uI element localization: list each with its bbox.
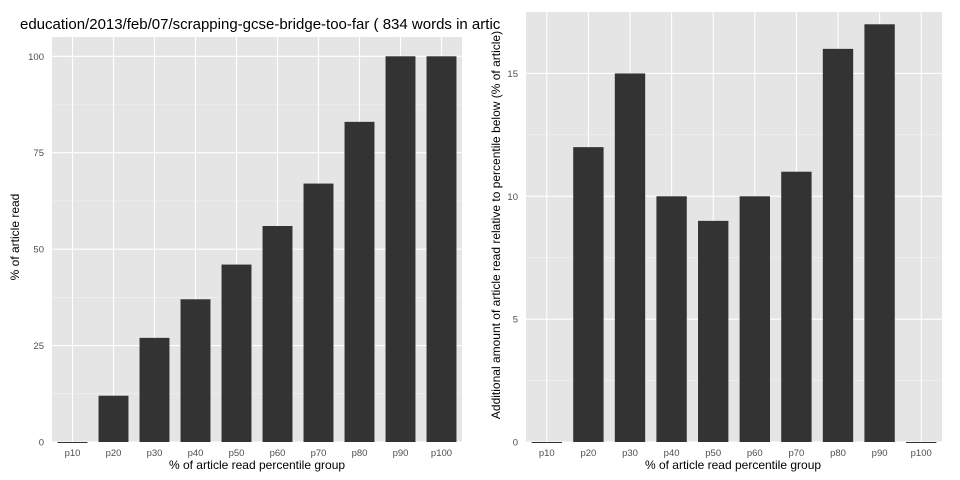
x-tick-label: p20 (580, 448, 596, 459)
bar (385, 56, 416, 443)
y-tick-label: 50 (33, 245, 44, 256)
bar (864, 24, 895, 443)
y-axis-title: % of article read (8, 194, 22, 281)
y-tick-label: 15 (507, 69, 518, 80)
chart-title: education/2013/feb/07/scrapping-gcse-bri… (20, 16, 501, 33)
x-tick-label: p30 (622, 448, 638, 459)
x-tick-label: p60 (747, 448, 763, 459)
x-tick-label: p100 (431, 448, 452, 459)
x-tick-label: p80 (352, 448, 368, 459)
plot-area: 0 5 10 15 p10 p20 p30 p40 p50 p60 p70 p80 p90 p100 (507, 12, 942, 459)
bar (303, 183, 334, 443)
y-axis-title: Additional amount of article read relati… (489, 31, 503, 419)
bar (781, 171, 812, 442)
x-axis-title: % of article read percentile group (169, 458, 345, 472)
bar (221, 264, 252, 442)
bar (822, 48, 854, 442)
x-tick-label: p40 (188, 448, 204, 459)
x-tick-label: p20 (106, 448, 122, 459)
x-tick-label: p70 (788, 448, 804, 459)
bar (139, 337, 170, 442)
y-tick-label: 10 (507, 192, 518, 203)
x-tick-label: p10 (539, 448, 555, 459)
y-tick-label: 0 (39, 438, 44, 449)
y-tick-label: 0 (513, 438, 518, 449)
bar (57, 442, 88, 443)
bar (906, 442, 937, 443)
x-tick-label: p50 (229, 448, 245, 459)
bar (344, 121, 375, 442)
x-tick-label: p70 (311, 448, 327, 459)
bar (262, 226, 293, 442)
y-tick-label: 100 (28, 52, 44, 63)
x-tick-label: p60 (270, 448, 286, 459)
x-axis-title: % of article read percentile group (645, 458, 821, 472)
x-tick-label: p10 (65, 448, 81, 459)
x-tick-label: p90 (393, 448, 409, 459)
y-tick-label: 25 (33, 341, 44, 352)
bar (531, 442, 562, 443)
bar (98, 395, 129, 442)
bar (426, 56, 457, 443)
x-tick-label: p80 (830, 448, 846, 459)
bar (739, 196, 770, 442)
bar (614, 73, 646, 442)
y-tick-label: 5 (513, 315, 518, 326)
plot-area: 0 25 50 75 100 p10 p20 p30 p40 p50 p60 p70 p80 p90 p10… (28, 37, 462, 459)
bar (573, 147, 604, 442)
x-tick-label: p40 (664, 448, 680, 459)
left-chart-panel: 0 25 50 75 100 p10 p20 p30 p40 p50 p60 p70 p80 p90 p10… (8, 16, 501, 472)
x-tick-label: p100 (911, 448, 932, 459)
x-tick-label: p50 (705, 448, 721, 459)
bar (656, 196, 687, 442)
y-tick-label: 75 (33, 148, 44, 159)
bar (180, 299, 211, 442)
right-chart-panel: 0 5 10 15 p10 p20 p30 p40 p50 p60 p70 p80 p90 p100 % o… (489, 12, 942, 472)
x-tick-label: p30 (147, 448, 163, 459)
x-tick-label: p90 (872, 448, 888, 459)
bar (698, 220, 729, 442)
